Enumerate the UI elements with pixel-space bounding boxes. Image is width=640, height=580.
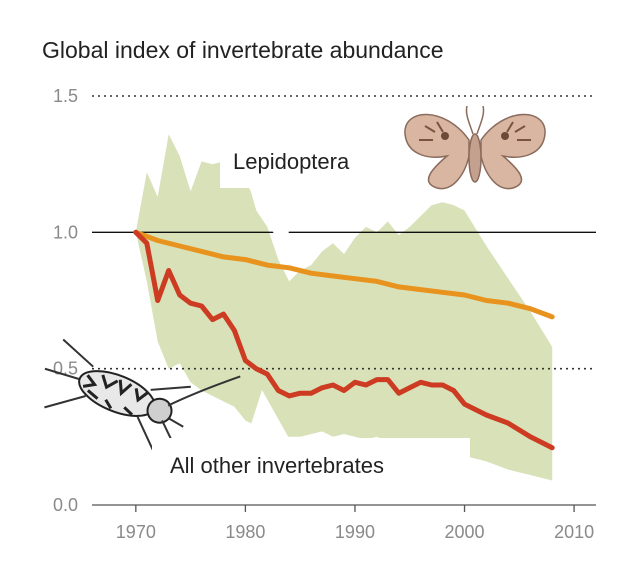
lepidoptera-callout: Lepidoptera xyxy=(220,133,403,256)
uncertainty-band xyxy=(135,134,553,481)
lepidoptera-line xyxy=(133,229,555,320)
chart-title: Global index of invertebrate abundance xyxy=(42,37,444,63)
series-lines xyxy=(133,229,555,451)
y-tick-label: 1.5 xyxy=(53,86,78,106)
y-tick-label: 1.0 xyxy=(53,222,78,242)
y-tick-label: 0.0 xyxy=(53,495,78,515)
x-tick-label: 1980 xyxy=(225,522,265,542)
other-invertebrates-line xyxy=(133,229,555,451)
uncertainty-band-layer xyxy=(135,134,553,481)
axes: 1970 1980 1990 2000 2010 xyxy=(92,504,596,542)
x-tick-label: 2010 xyxy=(554,522,594,542)
lepidoptera-label: Lepidoptera xyxy=(233,149,350,174)
x-tick-label: 2000 xyxy=(444,522,484,542)
x-tick-label: 1970 xyxy=(116,522,156,542)
other-invertebrates-label: All other invertebrates xyxy=(170,453,384,478)
plot-area: 0.00.51.01.5 1970 1980 1990 2000 2010 xyxy=(53,86,596,542)
x-tick-label: 1990 xyxy=(335,522,375,542)
moth-illustration xyxy=(404,105,546,190)
other-invertebrates-callout: All other invertebrates xyxy=(152,390,470,490)
